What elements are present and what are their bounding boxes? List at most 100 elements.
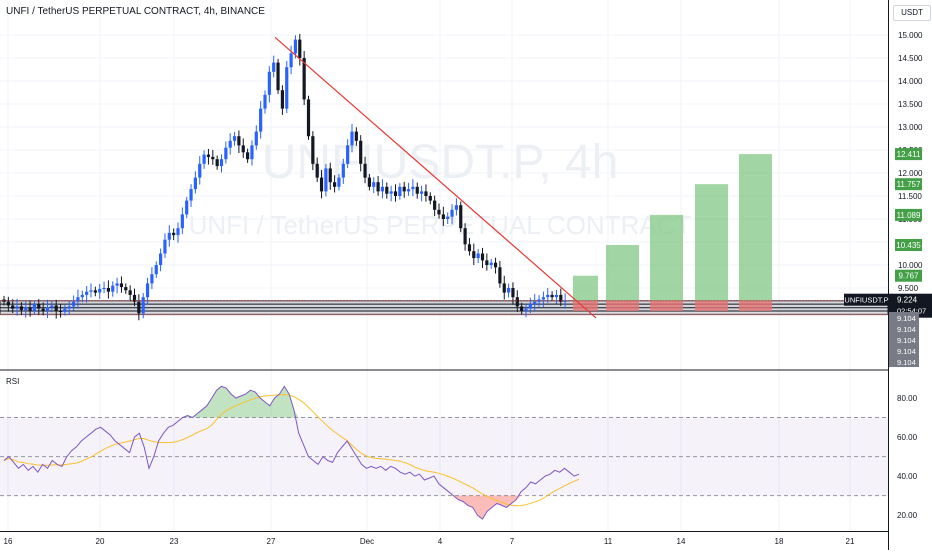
candle-body [450, 209, 454, 217]
candle-body [6, 301, 10, 306]
candle-body [437, 209, 441, 215]
currency-selector[interactable]: USDT [893, 5, 931, 21]
stop-bar [650, 300, 683, 311]
time-tick-label: 18 [775, 537, 784, 546]
candle-body [41, 308, 45, 311]
candle-body [337, 177, 341, 187]
candle-body [389, 191, 393, 194]
stop-bar [606, 300, 639, 311]
support-price-badge [889, 323, 919, 334]
candle-body [189, 189, 193, 201]
candle-body [298, 39, 302, 58]
candle-body [76, 297, 80, 302]
candle-body [206, 154, 211, 157]
candle-body [219, 159, 224, 167]
target-price-badge [895, 148, 922, 161]
price-tick-label: 13.000 [898, 123, 923, 132]
candle-body [454, 205, 458, 210]
candle-body [520, 306, 524, 311]
candle-body [93, 290, 97, 293]
candle-body [354, 131, 358, 141]
rsi-title: RSI [6, 377, 20, 386]
stop-bar [573, 300, 598, 311]
target-bar [573, 275, 598, 301]
candle-body [215, 159, 219, 167]
candle-body [102, 288, 106, 289]
candle-body [54, 305, 58, 311]
candle-body [350, 131, 354, 146]
candle-body [228, 140, 232, 148]
candle-body [80, 294, 84, 298]
candle-body [398, 186, 402, 196]
candle-body [159, 253, 163, 265]
chart-title: UNFI / TetherUS PERPETUAL CONTRACT, 4h, … [6, 6, 265, 17]
candle-body [367, 177, 371, 187]
target-price-badge [895, 178, 922, 191]
candle-body [563, 300, 567, 302]
candle-body [472, 251, 476, 259]
target-price-label: 11.089 [897, 211, 921, 220]
candle-body [263, 94, 267, 109]
candle-body [341, 163, 345, 178]
support-price-label: 9.104 [897, 314, 916, 323]
candle-body [67, 306, 71, 309]
candle-body [58, 311, 63, 312]
support-zone-lower [0, 313, 888, 316]
support-price-label: 9.104 [897, 325, 916, 334]
price-tick-label: 9.500 [898, 284, 919, 293]
price-tick-label: 11.500 [898, 192, 922, 201]
support-price-badge [889, 356, 919, 367]
time-tick-label: 16 [4, 537, 13, 546]
candle-body [72, 301, 76, 307]
time-tick-label: 23 [170, 537, 179, 546]
target-price-label: 12.411 [897, 150, 921, 159]
rsi-tick-label: 40.00 [897, 472, 918, 481]
stop-bar [695, 300, 728, 311]
candle-body [167, 232, 171, 240]
candle-body [328, 168, 332, 183]
candle-body [224, 147, 228, 160]
candle-body [528, 304, 532, 309]
price-tick-label: 14.500 [898, 54, 923, 63]
target-price-label: 10.435 [896, 241, 921, 250]
overlays [0, 36, 888, 319]
candle-body [193, 177, 197, 190]
candle-body [533, 301, 537, 305]
candle-body [333, 182, 337, 187]
rsi-pane [0, 385, 888, 520]
time-tick-label: 27 [267, 537, 276, 546]
candle-body [254, 131, 258, 146]
candle-body [546, 294, 550, 298]
candle-body [241, 145, 245, 153]
candle-body [363, 163, 367, 178]
support-price-label: 9.104 [897, 347, 916, 356]
candle-body [537, 299, 541, 302]
target-bar [695, 184, 728, 301]
candle-body [415, 186, 419, 194]
candle-body [446, 216, 450, 219]
target-price-badge [895, 269, 922, 282]
time-tick-label: 11 [604, 537, 613, 546]
price-axis[interactable]: 15.00014.50014.00013.50013.00012.50012.0… [844, 0, 932, 550]
time-tick-label: 14 [677, 537, 686, 546]
rsi-tick-label: 80.00 [897, 394, 918, 403]
price-tick-label: 15.000 [898, 31, 923, 40]
candle-body [385, 186, 389, 194]
target-bar [650, 214, 683, 301]
candle-body [507, 288, 511, 293]
candle-body [119, 283, 124, 288]
target-bar [739, 154, 772, 301]
support-price-label: 9.104 [897, 358, 916, 367]
candle-body [106, 288, 110, 292]
candle-body [115, 283, 119, 286]
time-axis[interactable]: 16 20 23 27 Dec 4 7 11 14 18 21 [4, 537, 855, 546]
candle-body [476, 253, 480, 259]
candle-body [467, 244, 472, 252]
rsi-ma-line [3, 393, 580, 507]
candle-body [28, 307, 32, 311]
candle-body [441, 214, 445, 219]
candle-body [154, 265, 158, 275]
